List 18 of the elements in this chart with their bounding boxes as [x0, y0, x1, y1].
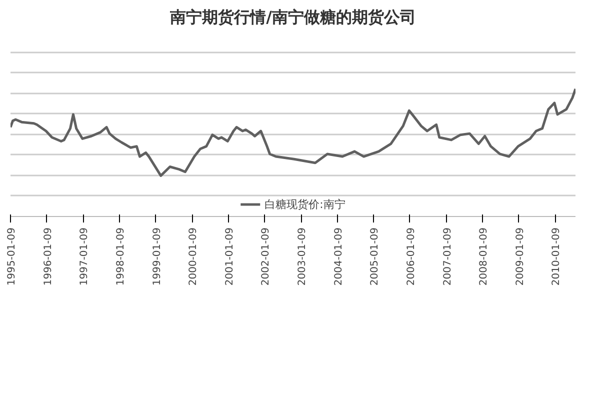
- x-tick-label: 1997-01-09: [79, 227, 90, 286]
- x-tick-label: 2009-01-09: [514, 227, 526, 286]
- x-tick-label: 2008-01-09: [478, 227, 490, 286]
- x-tick-label: 2001-01-09: [224, 227, 236, 286]
- chart-title: 南宁期货行情/南宁做糖的期货公司: [169, 8, 416, 26]
- x-tick-label: 2010-01-09: [551, 227, 562, 286]
- x-tick-label: 1999-01-09: [152, 227, 163, 286]
- x-tick-label: 1998-01-09: [115, 227, 126, 286]
- x-tick-label: 2007-01-09: [442, 227, 454, 286]
- legend-label: 白糖现货价:南宁: [264, 196, 346, 212]
- x-tick-label: 2004-01-09: [333, 227, 344, 286]
- x-tick-label: 1996-01-09: [42, 227, 54, 286]
- x-tick-label: 2006-01-09: [406, 227, 417, 286]
- x-tick-label: 1995-01-09: [6, 227, 18, 286]
- x-tick-label: 2002-01-09: [260, 227, 272, 286]
- x-tick-label: 2003-01-09: [297, 227, 308, 286]
- x-tick-label: 2000-01-09: [188, 227, 200, 286]
- x-tick-label: 2005-01-09: [370, 227, 381, 286]
